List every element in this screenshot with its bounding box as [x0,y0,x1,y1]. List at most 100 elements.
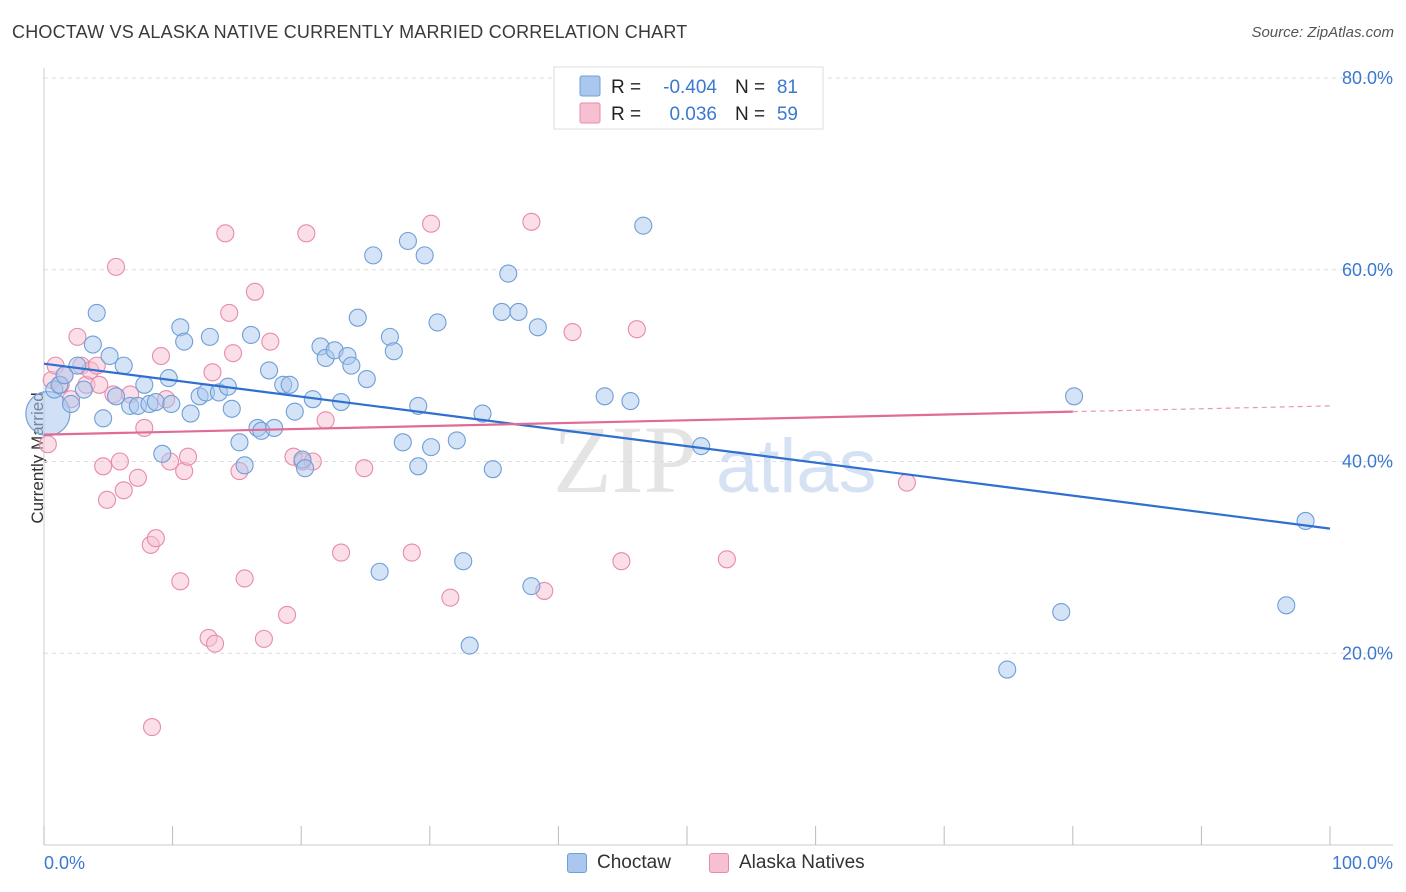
choctaw-point [114,356,133,375]
choctaw-point [135,375,154,394]
alaska-point [220,303,239,322]
legend-label-alaska: Alaska Natives [739,852,865,873]
alaska-point [223,344,243,363]
alaska-point [278,605,297,624]
choctaw-point [280,375,299,394]
alaska-point [402,543,421,562]
alaska-point [627,320,646,339]
choctaw-point [483,460,502,479]
choctaw-point [175,332,194,351]
alaska-point [38,435,57,454]
legend-item-alaska: Alaska Natives [709,852,865,874]
alaska-point [146,529,165,548]
choctaw-point [296,459,315,478]
alaska-natives-points [38,212,916,737]
choctaw-point [621,392,640,411]
choctaw-point [492,302,511,321]
choctaw-point [146,393,165,412]
alaska-point [441,588,460,607]
choctaw-point [285,402,304,421]
choctaw-point [83,335,102,354]
alaska-trend-line [43,410,1073,436]
legend-r-label-choctaw: R = [611,77,641,98]
y-tick-label: 40.0% [1342,452,1393,472]
alaska-point [522,212,541,231]
choctaw-point [499,264,518,283]
choctaw-points [25,216,1315,679]
choctaw-point [1065,387,1084,406]
alaska-point [203,363,222,382]
alaska-point [114,481,133,500]
y-tick-label: 20.0% [1342,643,1393,663]
alaska-point [297,224,316,243]
alaska-point [612,552,631,571]
alaska-point [128,468,147,487]
alaska-point [563,323,582,342]
choctaw-point [74,380,93,399]
choctaw-point [1052,602,1071,622]
legend-swatch-alaska-bottom [709,853,729,873]
grid-lines [44,77,1393,654]
legend-r-label-alaska: R = [611,104,641,125]
choctaw-point [100,346,119,366]
alaska-point [68,327,87,346]
choctaw-point [259,361,279,380]
choctaw-point [153,444,172,463]
legend-item-choctaw: Choctaw [567,852,671,874]
choctaw-point [364,246,383,265]
alaska-point [97,490,117,509]
trend-lines [43,362,1331,530]
choctaw-point [473,404,492,423]
legend-n-label-choctaw: N = [735,77,765,98]
choctaw-point [528,318,547,337]
alaska-point [205,634,225,653]
x-tick-label-max: 100.0% [1332,853,1393,873]
alaska-point [332,543,351,562]
legend-r-value-choctaw: -0.404 [663,77,717,98]
alaska-point [151,346,171,366]
alaska-point [422,214,441,233]
alaska-point [235,569,254,588]
alaska-point [316,411,335,430]
alaska-point [355,459,374,478]
source-label: Source: ZipAtlas.com [1251,24,1394,41]
top-legend: R = -0.404 N = 81 R = 0.036 N = 59 [553,66,824,130]
choctaw-point [181,404,200,423]
legend-swatch-choctaw-bottom [567,853,587,873]
alaska-point [261,332,280,351]
choctaw-point [460,636,479,655]
choctaw-point [1277,596,1296,615]
choctaw-point [384,342,403,361]
choctaw-point [235,456,254,475]
y-tick-label: 60.0% [1342,260,1393,280]
legend-r-value-alaska: 0.036 [669,104,717,125]
choctaw-point [422,438,441,457]
x-ticks [43,826,1331,845]
choctaw-point [162,394,181,414]
alaska-point [245,282,264,301]
choctaw-point [409,457,428,476]
choctaw-point [230,433,249,452]
alaska-point [110,452,129,471]
y-tick-label: 80.0% [1342,68,1393,88]
choctaw-point [265,418,284,437]
choctaw-point [106,387,126,406]
x-tick-label-min: 0.0% [44,853,85,873]
choctaw-point [241,325,261,344]
alaska-point [171,572,190,591]
legend-n-value-choctaw: 81 [777,77,798,98]
alaska-point [106,257,126,276]
legend-label-choctaw: Choctaw [597,852,671,873]
choctaw-point [222,399,241,418]
bottom-legend: Choctaw Alaska Natives [0,852,1406,878]
choctaw-point [357,369,376,389]
choctaw-point [61,394,81,414]
choctaw-point [454,552,473,571]
alaska-point [254,629,273,648]
choctaw-point [998,660,1017,679]
choctaw-point [25,391,71,437]
choctaw-point [342,356,361,375]
alaska-point [135,418,154,437]
choctaw-point [200,327,219,346]
